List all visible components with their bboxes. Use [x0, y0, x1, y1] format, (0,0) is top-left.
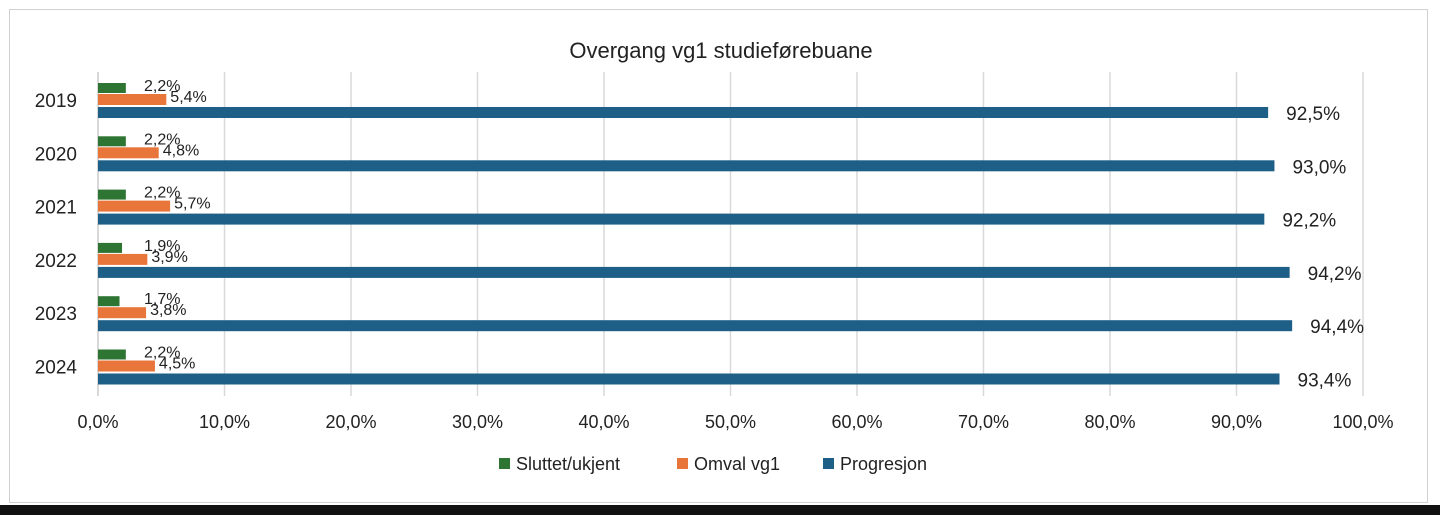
y-tick-label: 2023	[35, 304, 77, 325]
x-tick-label: 0,0%	[77, 412, 118, 432]
x-tick-label: 30,0%	[452, 412, 503, 432]
bar	[98, 253, 148, 265]
data-label: 93,4%	[1298, 371, 1352, 392]
data-label: 4,8%	[163, 142, 199, 159]
legend-label: Progresjon	[840, 454, 927, 474]
legend-label: Sluttet/ukjent	[516, 454, 620, 474]
data-label: 92,2%	[1282, 211, 1336, 232]
bar	[98, 136, 126, 147]
bar	[98, 266, 1290, 278]
data-label: 2,2%	[144, 78, 180, 95]
data-label: 3,9%	[151, 249, 187, 266]
y-tick-label: 2020	[35, 144, 77, 165]
y-tick-label: 2024	[35, 358, 78, 379]
legend-item: Omval vg1	[677, 454, 780, 474]
x-tick-label: 100,0%	[1332, 412, 1393, 432]
bar	[98, 200, 171, 212]
data-label: 94,2%	[1308, 264, 1362, 285]
bar	[98, 296, 120, 307]
chart-frame: Overgang vg1 studieførebuane 2,2% 5,4% 92,…	[9, 9, 1428, 503]
bar	[98, 94, 167, 105]
data-label: 4,5%	[159, 356, 195, 373]
y-axis-labels: 2019 2020 2021 2022 2023 2024	[35, 91, 78, 379]
data-label: 2,2%	[144, 185, 180, 202]
bar	[98, 373, 1280, 385]
legend-item: Sluttet/ukjent	[499, 454, 620, 474]
x-tick-label: 20,0%	[325, 412, 376, 432]
legend-item: Progresjon	[823, 454, 927, 474]
data-label: 5,7%	[174, 196, 210, 213]
bar	[98, 242, 123, 253]
x-tick-label: 90,0%	[1211, 412, 1262, 432]
bar	[98, 160, 1275, 172]
x-tick-label: 80,0%	[1084, 412, 1135, 432]
y-tick-label: 2022	[35, 251, 77, 272]
bar	[98, 147, 159, 159]
legend-swatch	[499, 458, 510, 469]
bar	[98, 349, 126, 360]
data-label: 1,9%	[144, 238, 180, 255]
y-tick-label: 2019	[35, 91, 77, 112]
legend-swatch	[823, 458, 834, 469]
data-label: 2,2%	[144, 345, 180, 362]
bar	[98, 213, 1265, 225]
bar	[98, 189, 126, 200]
x-tick-label: 70,0%	[958, 412, 1009, 432]
bar	[98, 320, 1293, 332]
x-tick-label: 50,0%	[705, 412, 756, 432]
y-tick-label: 2021	[35, 198, 77, 219]
data-label: 94,4%	[1310, 317, 1364, 338]
x-tick-label: 60,0%	[831, 412, 882, 432]
legend: Sluttet/ukjent Omval vg1 Progresjon	[499, 454, 927, 474]
x-tick-label: 10,0%	[199, 412, 250, 432]
chart-title: Overgang vg1 studieførebuane	[569, 38, 872, 63]
bar	[98, 83, 126, 93]
data-label: 1,7%	[144, 291, 180, 308]
data-label: 5,4%	[170, 89, 206, 106]
data-label: 92,5%	[1286, 104, 1340, 125]
gridlines	[97, 72, 1364, 396]
bar	[98, 307, 147, 319]
bars	[98, 83, 1293, 385]
legend-label: Omval vg1	[694, 454, 780, 474]
bar	[98, 107, 1269, 118]
x-tick-label: 40,0%	[578, 412, 629, 432]
data-label: 2,2%	[144, 131, 180, 148]
bottom-rule	[0, 505, 1440, 515]
chart: Overgang vg1 studieførebuane 2,2%5,4%92,…	[35, 38, 1394, 474]
legend-swatch	[677, 458, 688, 469]
value-labels: 2,2%5,4%92,5%2,2%4,8%93,0%2,2%5,7%92,2%1…	[144, 78, 1364, 392]
data-label: 3,8%	[150, 302, 186, 319]
bar	[98, 360, 155, 372]
x-axis-labels: 0,0% 10,0% 20,0% 30,0% 40,0% 50,0% 60,0% 70,0% 8…	[77, 412, 1393, 432]
data-label: 93,0%	[1292, 157, 1346, 178]
